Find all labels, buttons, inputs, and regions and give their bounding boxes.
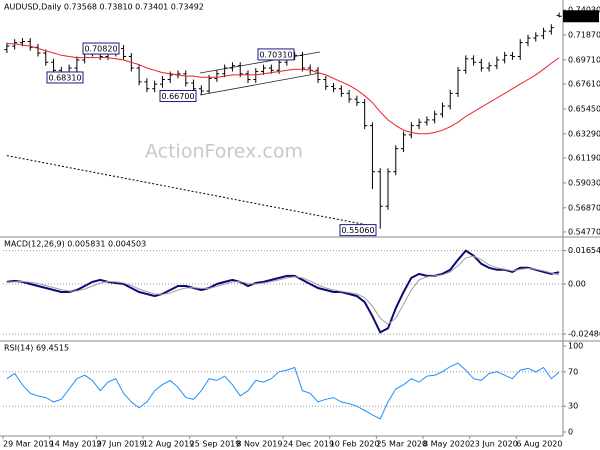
x-tick-label: 29 Mar 2019 xyxy=(3,440,54,449)
annotation-label: 0.70310 xyxy=(259,50,292,59)
x-tick-label: 25 Mar 2020 xyxy=(376,440,427,449)
x-tick-label: 27 Jun 2019 xyxy=(96,440,144,449)
y-tick-label: 0.71870 xyxy=(568,30,600,39)
y-tick-label: 0.00 xyxy=(568,279,586,288)
price-tag-label: 0.73492 xyxy=(566,12,599,21)
x-tick-label: 8 Nov 2019 xyxy=(236,440,282,449)
annotation-label: 0.70820 xyxy=(84,45,117,54)
y-tick-label: 70 xyxy=(568,367,578,376)
y-tick-label: 0.61190 xyxy=(568,154,600,163)
y-tick-label: 0.69710 xyxy=(568,55,600,64)
series-line xyxy=(6,362,560,420)
annotation-box xyxy=(339,224,377,237)
y-tick-label: 0.56870 xyxy=(568,203,600,212)
x-tick-label: 14 May 2019 xyxy=(50,440,102,449)
y-tick-label: 0.54770 xyxy=(568,227,600,236)
x-tick-label: 25 Sep 2019 xyxy=(190,440,241,449)
annotation-label: 0.66700 xyxy=(161,92,194,101)
channel-line xyxy=(199,72,321,96)
x-tick-label: 8 May 2020 xyxy=(423,440,470,449)
annotation-box xyxy=(46,71,84,84)
series-line xyxy=(6,249,560,334)
rsi-title: RSI(14) 69.4515 xyxy=(4,344,69,353)
chart-title: AUDUSD,Daily 0.73568 0.73810 0.73401 0.7… xyxy=(4,3,204,12)
x-tick-label: 6 Aug 2020 xyxy=(516,440,562,449)
y-tick-label: 30 xyxy=(568,402,578,411)
y-tick-label: 0 xyxy=(568,428,573,437)
y-tick-label: 100 xyxy=(568,342,583,351)
annotation-label: 0.55060 xyxy=(341,226,374,235)
y-tick-label: 0.74030 xyxy=(568,6,600,15)
y-tick-label: 0.67610 xyxy=(568,80,600,89)
annotation-label: 0.68310 xyxy=(48,73,81,82)
macd-title: MACD(12,26,9) 0.005831 0.004503 xyxy=(4,240,146,249)
x-tick-label: 10 Feb 2020 xyxy=(330,440,380,449)
y-tick-label: 0.01654 xyxy=(568,246,600,255)
price-tag xyxy=(563,10,599,23)
x-tick-label: 23 Jun 2020 xyxy=(470,440,518,449)
ma-line xyxy=(6,43,560,135)
x-tick-label: 12 Aug 2019 xyxy=(143,440,194,449)
series-line xyxy=(6,255,560,325)
annotation-box xyxy=(257,48,295,61)
y-tick-label: 0.59030 xyxy=(568,178,600,187)
watermark: ActionForex.com xyxy=(145,141,303,163)
annotation-box xyxy=(82,42,120,55)
y-tick-label: 0.63290 xyxy=(568,129,600,138)
x-tick-label: 24 Dec 2019 xyxy=(283,440,334,449)
annotation-box xyxy=(159,90,197,103)
y-tick-label: -0.02486 xyxy=(568,330,600,339)
y-tick-label: 0.65450 xyxy=(568,104,600,113)
